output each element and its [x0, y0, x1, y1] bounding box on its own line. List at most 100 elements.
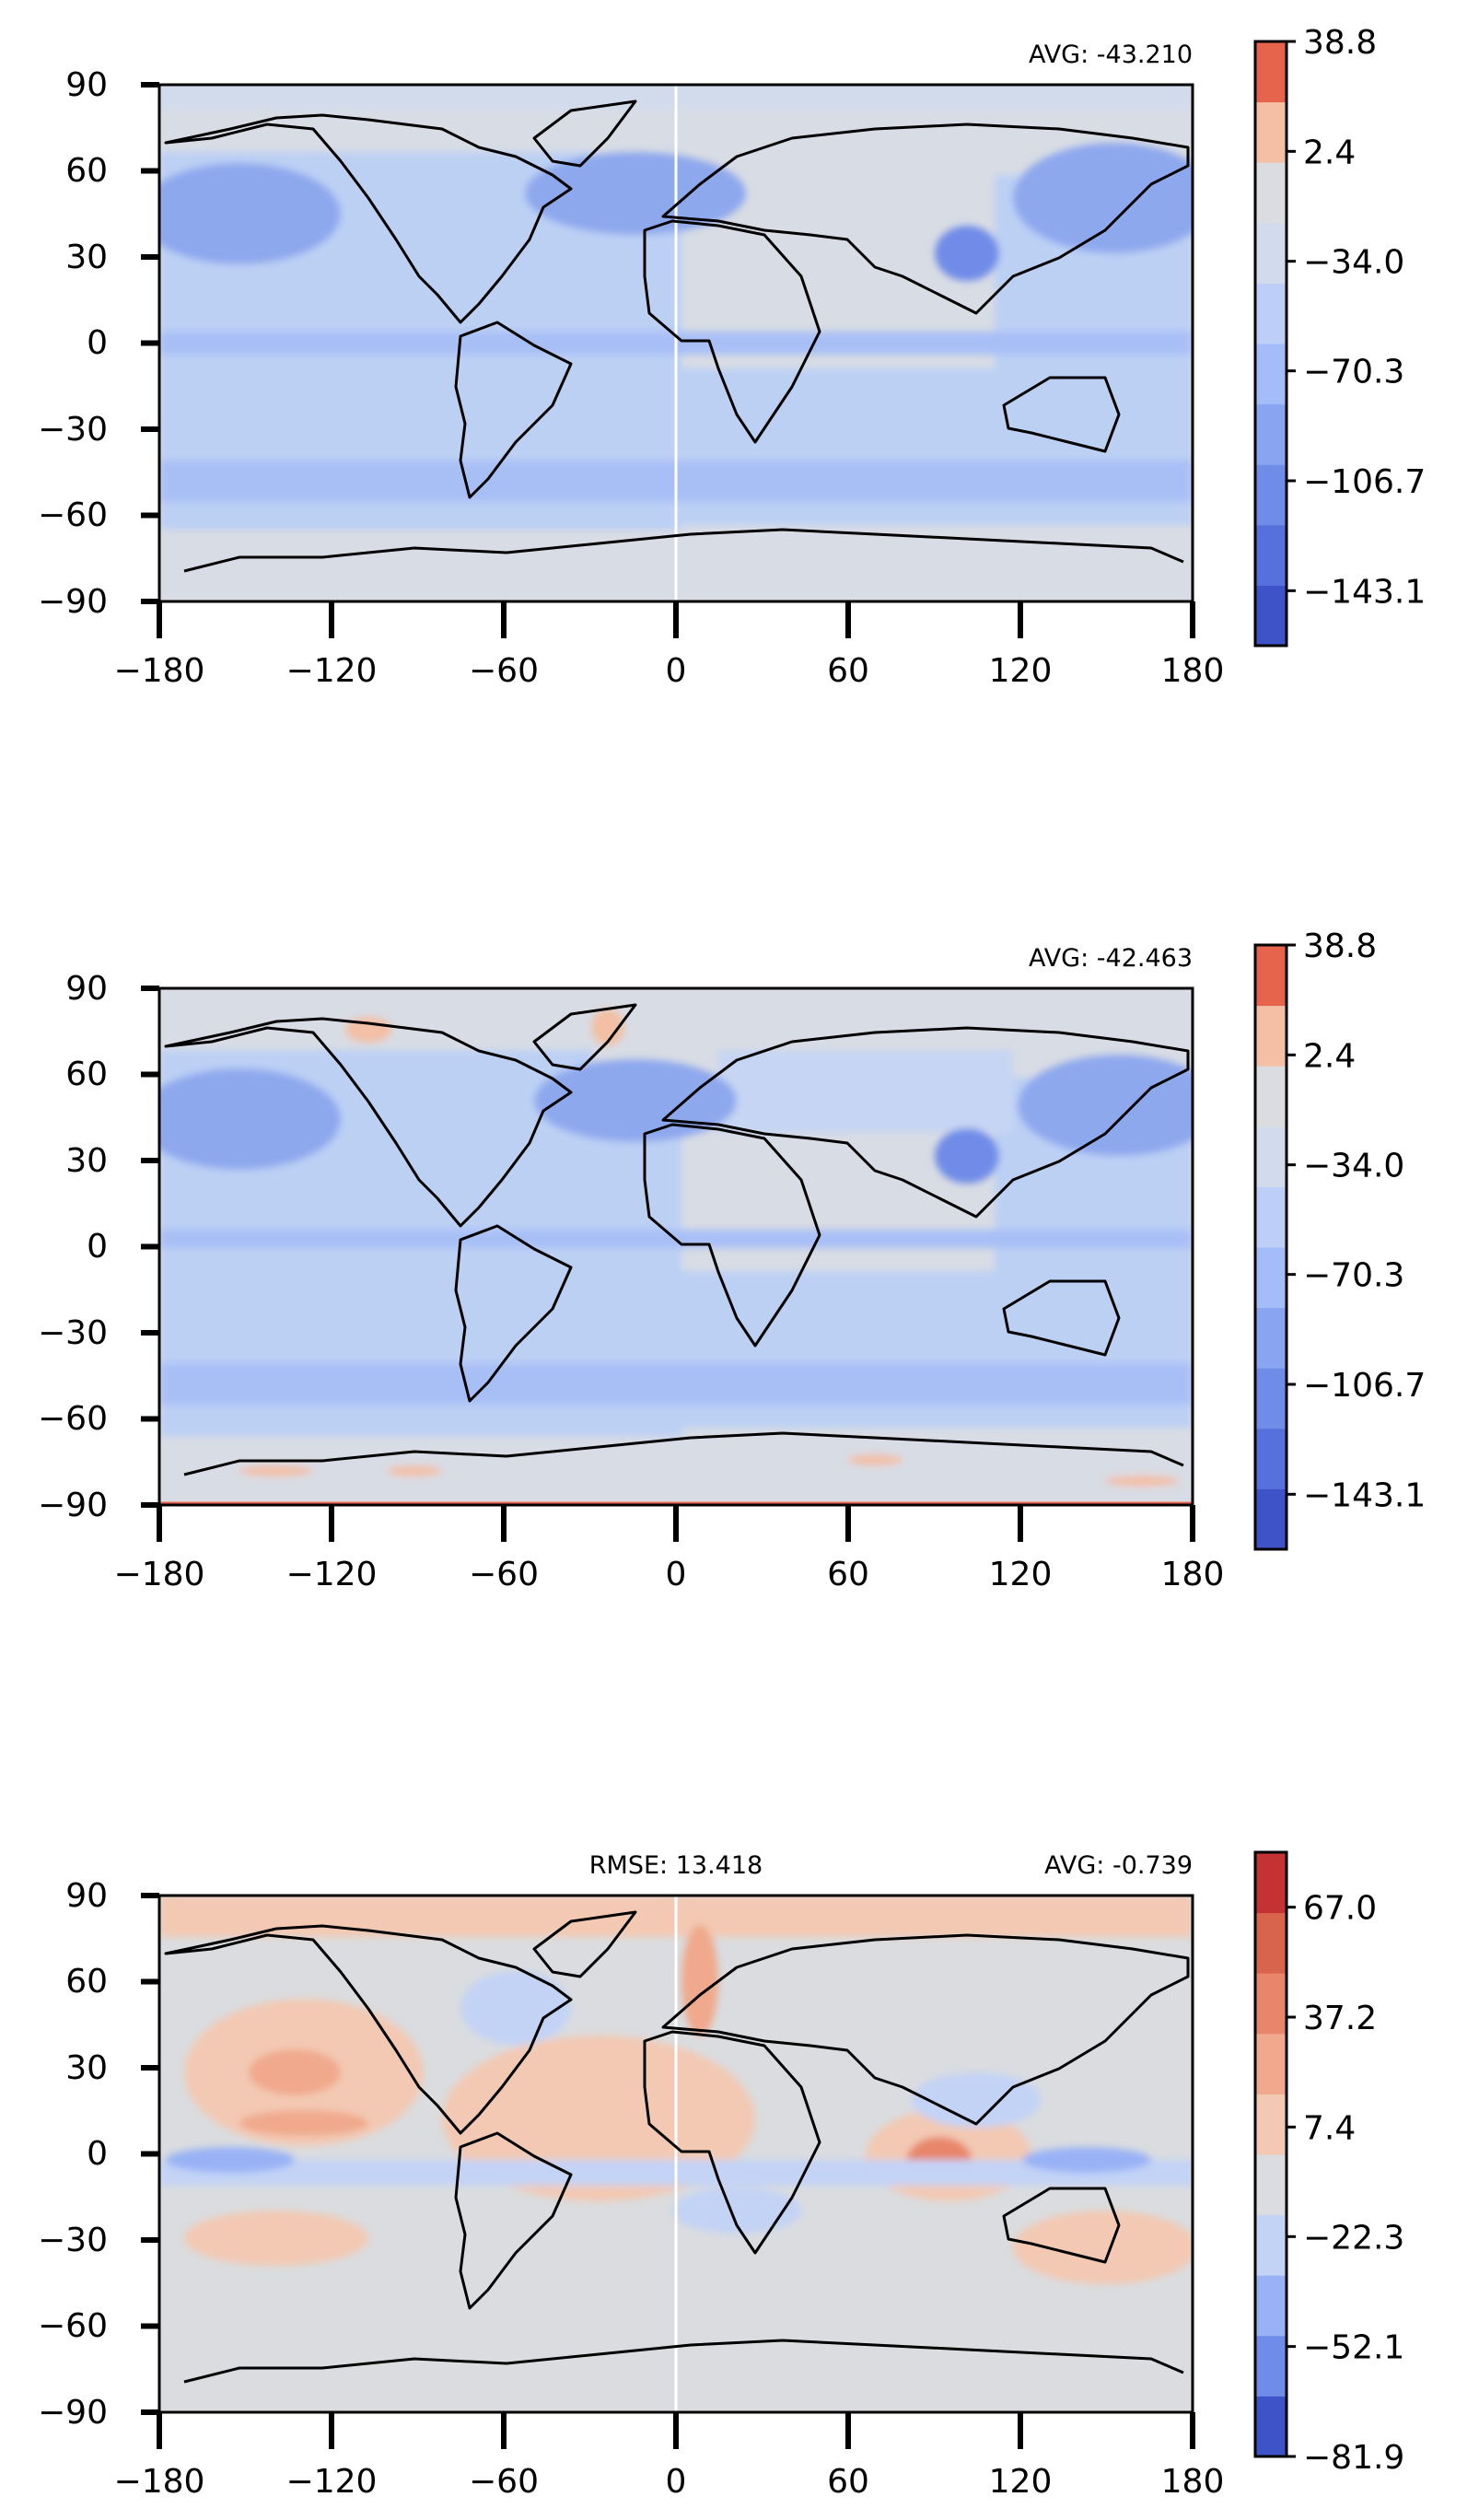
avg-annotation: AVG: -43.210 — [1029, 41, 1193, 69]
colorbar-segment — [1255, 162, 1287, 224]
x-axis: −180 −120 −60 0 60 120 180 — [114, 1505, 1225, 1593]
colorbar-tick-label: 2.4 — [1303, 134, 1356, 171]
y-tick-label: −90 — [38, 1487, 108, 1524]
y-tick-label: 90 — [65, 970, 108, 1008]
colorbar-segment — [1255, 344, 1287, 405]
x-tick-label: 60 — [827, 1556, 869, 1593]
x-tick-label: 120 — [989, 652, 1053, 690]
y-tick-label: 60 — [65, 152, 108, 190]
x-tick-label: −120 — [286, 652, 378, 690]
coastlines — [164, 99, 1190, 573]
x-axis: −180 −120 −60 0 60 120 180 — [114, 601, 1225, 690]
colorbar-tick-label: −34.0 — [1303, 1148, 1404, 1185]
colorbar-segment — [1255, 41, 1287, 103]
colorbar-segment — [1255, 1126, 1287, 1187]
x-tick-label: −60 — [469, 652, 539, 690]
colorbar-segment — [1255, 464, 1287, 526]
colorbar-tick-label: 38.8 — [1303, 24, 1377, 62]
colorbar-segment — [1255, 1973, 1287, 2035]
y-tick-label: 30 — [65, 1142, 108, 1180]
x-tick-label: 0 — [666, 1556, 687, 1593]
y-axis: 90 60 30 0 −30 −60 −90 — [38, 66, 159, 621]
colorbar-segment — [1255, 222, 1287, 284]
y-tick-label: −30 — [38, 411, 108, 449]
colorbar-segment — [1255, 403, 1287, 465]
y-tick-label: −90 — [38, 2394, 108, 2432]
avg-annotation: AVG: -42.463 — [1029, 944, 1193, 973]
colorbar-tick-label: 67.0 — [1303, 1890, 1377, 1928]
x-tick-label: 180 — [1161, 652, 1225, 690]
y-tick-label: −60 — [38, 2307, 108, 2345]
colorbar-tick-label: −52.1 — [1303, 2329, 1404, 2367]
x-tick-label: 60 — [827, 652, 869, 690]
colorbar-segment — [1255, 2094, 1287, 2155]
colorbar: 38.8 2.4 −34.0 −70.3 −106.7 −143.1 — [1253, 24, 1426, 648]
x-tick-label: −180 — [114, 652, 205, 690]
x-tick-label: 0 — [666, 652, 687, 690]
x-tick-label: 0 — [666, 2463, 687, 2501]
colorbar-segment — [1255, 2275, 1287, 2337]
colorbar-segment — [1255, 1488, 1287, 1550]
y-tick-label: −60 — [38, 496, 108, 534]
colorbar-tick-label: 38.8 — [1303, 928, 1377, 965]
coastlines — [164, 1910, 1190, 2384]
colorbar-tick-label: −70.3 — [1303, 1257, 1404, 1295]
x-tick-label: −60 — [469, 1556, 539, 1593]
y-tick-label: −30 — [38, 1314, 108, 1352]
colorbar-segment — [1255, 585, 1287, 647]
colorbar-segment — [1255, 524, 1287, 586]
colorbar: 38.8 2.4 −34.0 −70.3 −106.7 −143.1 — [1253, 928, 1426, 1551]
x-tick-label: 120 — [989, 1556, 1053, 1593]
colorbar-tick-label: −81.9 — [1303, 2439, 1404, 2477]
y-tick-label: −30 — [38, 2222, 108, 2259]
x-tick-label: 120 — [989, 2463, 1053, 2501]
map-panel-3-difference: 90 60 30 0 −30 −60 −90 −180 −120 −60 0 6… — [38, 1850, 1404, 2501]
y-tick-label: −90 — [38, 583, 108, 621]
y-tick-label: 0 — [87, 2135, 108, 2173]
colorbar-segment — [1255, 1186, 1287, 1248]
colorbar-segment — [1255, 1005, 1287, 1067]
colorbar-segment — [1255, 1247, 1287, 1309]
map-panel-2: 90 60 30 0 −30 −60 −90 −180 −120 −60 0 6… — [38, 928, 1426, 1593]
x-tick-label: 180 — [1161, 2463, 1225, 2501]
colorbar: 67.0 37.2 7.4 −22.3 −52.1 −81.9 — [1253, 1850, 1404, 2477]
x-tick-label: −60 — [469, 2463, 539, 2501]
colorbar-segment — [1255, 945, 1287, 1007]
colorbar-segment — [1255, 283, 1287, 344]
x-tick-label: 180 — [1161, 1556, 1225, 1593]
colorbar-tick-label: −106.7 — [1303, 1367, 1426, 1405]
colorbar-segment — [1255, 1912, 1287, 1974]
colorbar-tick-label: −143.1 — [1303, 1476, 1426, 1514]
colorbar-segment — [1255, 1428, 1287, 1489]
y-tick-label: 90 — [65, 66, 108, 104]
colorbar-segment — [1255, 2214, 1287, 2276]
colorbar-segment — [1255, 1368, 1287, 1429]
y-tick-label: 60 — [65, 1963, 108, 2001]
x-tick-label: −120 — [286, 2463, 378, 2501]
colorbar-tick-label: 2.4 — [1303, 1037, 1356, 1075]
x-tick-label: −120 — [286, 1556, 378, 1593]
y-tick-label: 30 — [65, 239, 108, 276]
colorbar-tick-label: −70.3 — [1303, 354, 1404, 391]
x-tick-label: 60 — [827, 2463, 869, 2501]
y-tick-label: 0 — [87, 1228, 108, 1266]
colorbar-tick-label: −143.1 — [1303, 573, 1426, 611]
coastlines — [164, 1003, 1190, 1476]
x-axis: −180 −120 −60 0 60 120 180 — [114, 2412, 1225, 2501]
colorbar-tick-label: −22.3 — [1303, 2219, 1404, 2257]
colorbar-segment — [1255, 101, 1287, 163]
map-panel-1: 90 60 30 0 −30 −60 −90 −180 −120 −60 0 6… — [38, 24, 1426, 690]
colorbar-segment — [1255, 1852, 1287, 1914]
colorbar-segment — [1255, 2033, 1287, 2094]
colorbar-segment — [1255, 2154, 1287, 2216]
y-tick-label: 60 — [65, 1056, 108, 1093]
colorbar-tick-label: 37.2 — [1303, 2000, 1377, 2037]
y-tick-label: 90 — [65, 1877, 108, 1915]
y-tick-label: −60 — [38, 1400, 108, 1438]
x-tick-label: −180 — [114, 1556, 205, 1593]
colorbar-tick-label: 7.4 — [1303, 2109, 1356, 2147]
colorbar-segment — [1255, 1066, 1287, 1127]
colorbar-segment — [1255, 1307, 1287, 1369]
colorbar-tick-label: −34.0 — [1303, 244, 1404, 282]
